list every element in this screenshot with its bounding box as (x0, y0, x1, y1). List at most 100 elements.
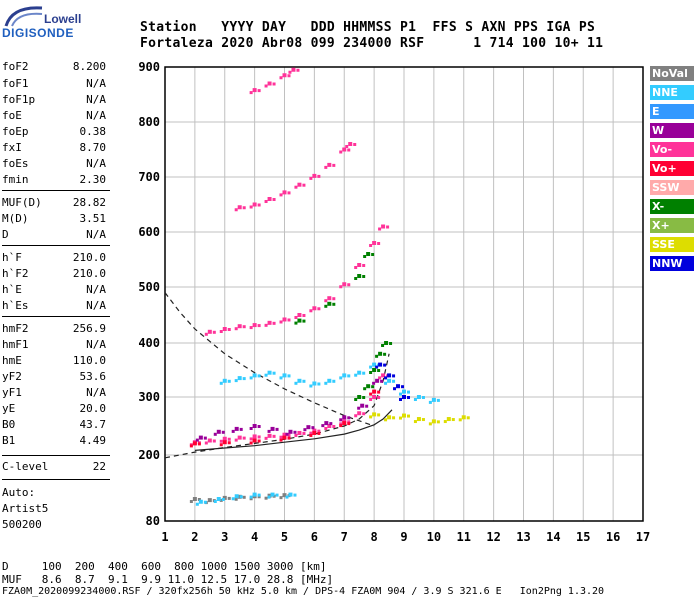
echo-point (239, 495, 243, 499)
echo-point (222, 378, 227, 383)
echo-point (312, 430, 317, 435)
echo-point (216, 429, 221, 434)
param-label: fxI (2, 141, 22, 154)
param-label: hmE (2, 354, 22, 367)
echo-point (378, 351, 383, 356)
echo-point (203, 436, 207, 440)
echo-point (302, 319, 306, 323)
legend-item-nne: NNE (650, 85, 694, 100)
echo-point (339, 150, 343, 154)
x-tick-label: 14 (546, 530, 560, 544)
echo-point (302, 314, 306, 317)
echo-point (189, 444, 193, 448)
legend-item-noval: NoVal (650, 66, 694, 81)
echo-point (372, 368, 377, 372)
legend-item-e: E (650, 104, 694, 119)
echo-point (357, 411, 362, 416)
echo-point (279, 496, 283, 500)
echo-point (369, 392, 373, 396)
echo-point (267, 320, 272, 325)
param-label: hmF2 (2, 322, 29, 335)
param-row-b1: B1 4.49 (2, 434, 106, 448)
echo-point (234, 438, 238, 442)
legend-item-x: X+ (650, 218, 694, 233)
param-label: C-level (2, 460, 49, 473)
y-tick-label: 80 (146, 514, 160, 528)
param-value: 4.49 (79, 434, 107, 447)
param-label: foEs (2, 157, 29, 170)
echo-point (402, 413, 406, 418)
echo-point (192, 497, 197, 501)
echo-point (287, 318, 291, 322)
param-row-d: D N/A (2, 228, 106, 242)
echo-point (222, 495, 227, 500)
echo-point (347, 420, 351, 424)
echo-point (249, 495, 253, 499)
echo-point (303, 428, 307, 432)
param-value: 8.200 (72, 60, 106, 73)
param-label: h`Es (2, 299, 29, 312)
echo-point (309, 431, 313, 435)
echo-point (267, 495, 271, 499)
echo-point (324, 381, 328, 385)
echo-point (204, 441, 208, 445)
echo-point (378, 362, 383, 367)
param-label: MUF(D) (2, 196, 42, 209)
echo-point (466, 416, 470, 420)
echo-point (221, 430, 225, 434)
echo-point (249, 376, 253, 380)
echo-point (257, 425, 261, 428)
echo-point (371, 385, 375, 389)
echo-point (219, 330, 223, 333)
echo-point (219, 439, 223, 443)
echo-point (252, 438, 257, 443)
echo-point (297, 378, 302, 383)
echo-point (332, 379, 336, 383)
echo-point (381, 224, 386, 229)
echo-point (287, 191, 291, 195)
echo-point (282, 317, 287, 322)
echo-point (347, 374, 351, 378)
echo-point (203, 500, 207, 504)
echo-point (381, 373, 386, 378)
echo-point (342, 282, 347, 287)
echo-point (327, 162, 332, 167)
echo-point (252, 492, 257, 497)
echo-point (347, 283, 351, 287)
echo-point (237, 435, 242, 440)
echo-point (324, 421, 329, 426)
echo-point (461, 415, 466, 420)
echo-point (372, 362, 377, 367)
echo-point (317, 382, 321, 386)
echo-point (327, 301, 332, 306)
echo-point (354, 266, 358, 269)
echo-point (227, 328, 231, 331)
param-label: h`E (2, 283, 22, 296)
echo-point (227, 379, 231, 383)
x-tick-label: 12 (486, 530, 500, 544)
echo-point (242, 206, 246, 210)
echo-point (212, 439, 216, 443)
echo-point (294, 185, 298, 189)
echo-point (221, 498, 225, 501)
echo-point (279, 76, 283, 80)
echo-point (287, 436, 291, 440)
echo-point (249, 427, 253, 430)
echo-point (264, 496, 268, 500)
echo-point (312, 173, 317, 178)
echo-point (242, 495, 246, 499)
echo-point (272, 198, 276, 201)
param-label: B0 (2, 418, 16, 431)
x-tick-label: 9 (400, 530, 407, 544)
echo-point (309, 384, 313, 388)
echo-point (234, 327, 238, 331)
auto-code: 500200 (2, 518, 42, 531)
echo-point (347, 416, 351, 420)
echo-point (227, 441, 231, 445)
param-value: 28.82 (72, 196, 106, 209)
echo-point (279, 320, 283, 324)
echo-point (327, 296, 332, 301)
legend-item-nnw: NNW (650, 256, 694, 271)
echo-point (339, 418, 343, 422)
echo-point (257, 203, 261, 207)
